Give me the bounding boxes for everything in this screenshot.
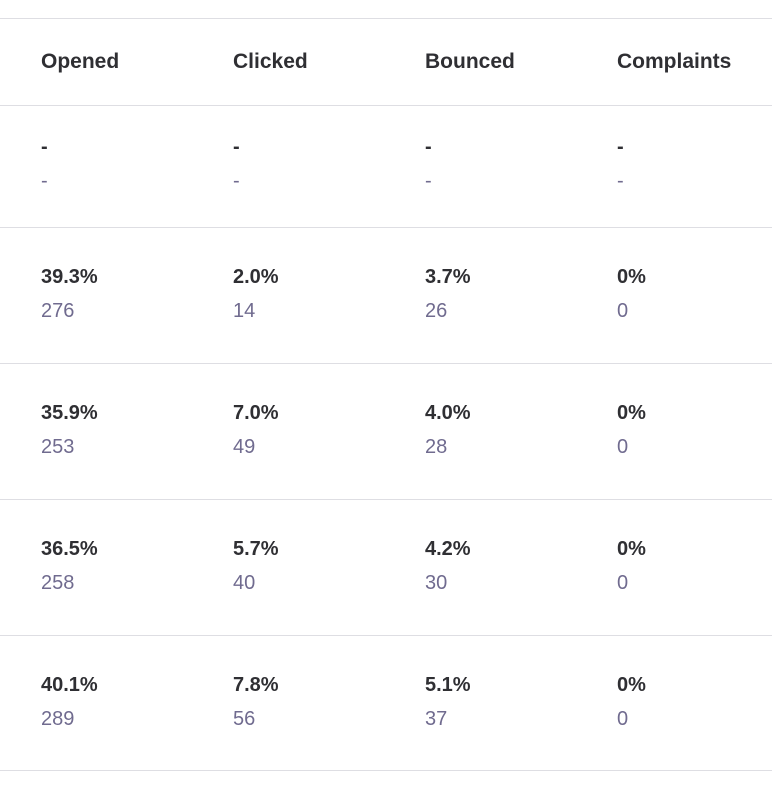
- table-row: 35.9% 253 7.0% 49 4.0% 28 0% 0: [0, 363, 772, 499]
- percentage-value: 3.7%: [425, 266, 471, 288]
- percentage-value: -: [41, 136, 48, 158]
- cell-clicked: 7.0% 49: [233, 402, 423, 459]
- count-value: 258: [41, 572, 75, 594]
- cell-bounced: 5.1% 37: [425, 674, 615, 731]
- cell-bounced: 3.7% 26: [425, 266, 615, 323]
- percentage-value: 5.1%: [425, 674, 471, 696]
- percentage-value: 40.1%: [41, 674, 98, 696]
- count-value: 0: [617, 708, 629, 730]
- count-value: 49: [233, 436, 256, 458]
- count-value: 56: [233, 708, 256, 730]
- percentage-value: 0%: [617, 402, 646, 424]
- percentage-value: 0%: [617, 538, 646, 560]
- cell-clicked: 7.8% 56: [233, 674, 423, 731]
- percentage-value: 35.9%: [41, 402, 98, 424]
- count-value: 0: [617, 300, 629, 322]
- percentage-value: 5.7%: [233, 538, 279, 560]
- count-value: 14: [233, 300, 256, 322]
- count-value: 253: [41, 436, 75, 458]
- percentage-value: 7.0%: [233, 402, 279, 424]
- cell-opened: 40.1% 289: [41, 674, 231, 731]
- table-row: --------: [0, 105, 772, 227]
- table-row: 39.3% 276 2.0% 14 3.7% 26 0% 0: [0, 227, 772, 363]
- percentage-value: 0%: [617, 674, 646, 696]
- cell-bounced: 4.0% 28: [425, 402, 615, 459]
- count-value: -: [41, 170, 48, 192]
- percentage-value: 39.3%: [41, 266, 98, 288]
- count-value: 0: [617, 572, 629, 594]
- percentage-value: -: [233, 136, 240, 158]
- column-header-clicked[interactable]: Clicked: [233, 50, 308, 73]
- count-value: 276: [41, 300, 75, 322]
- cell-opened: --: [41, 136, 231, 193]
- cell-complaints: 0% 0: [617, 674, 772, 731]
- column-header-opened[interactable]: Opened: [41, 50, 120, 73]
- percentage-value: 0%: [617, 266, 646, 288]
- count-value: -: [233, 170, 240, 192]
- count-value: -: [425, 170, 432, 192]
- table-header: Opened Clicked Bounced Complaints: [0, 18, 772, 105]
- percentage-value: 4.0%: [425, 402, 471, 424]
- column-header-bounced[interactable]: Bounced: [425, 50, 515, 73]
- cell-opened: 35.9% 253: [41, 402, 231, 459]
- stats-table: Opened Clicked Bounced Complaints ------…: [0, 18, 772, 771]
- cell-complaints: --: [617, 136, 772, 193]
- table-row: 36.5% 258 5.7% 40 4.2% 30 0% 0: [0, 499, 772, 635]
- percentage-value: 2.0%: [233, 266, 279, 288]
- percentage-value: 7.8%: [233, 674, 279, 696]
- table-row: 40.1% 289 7.8% 56 5.1% 37 0% 0: [0, 635, 772, 771]
- percentage-value: -: [425, 136, 432, 158]
- count-value: 28: [425, 436, 448, 458]
- percentage-value: 4.2%: [425, 538, 471, 560]
- cell-complaints: 0% 0: [617, 538, 772, 595]
- cell-complaints: 0% 0: [617, 266, 772, 323]
- count-value: -: [617, 170, 624, 192]
- count-value: 40: [233, 572, 256, 594]
- column-header-complaints[interactable]: Complaints: [617, 50, 732, 73]
- cell-complaints: 0% 0: [617, 402, 772, 459]
- count-value: 37: [425, 708, 448, 730]
- count-value: 0: [617, 436, 629, 458]
- count-value: 26: [425, 300, 448, 322]
- cell-bounced: --: [425, 136, 615, 193]
- percentage-value: -: [617, 136, 624, 158]
- cell-bounced: 4.2% 30: [425, 538, 615, 595]
- count-value: 289: [41, 708, 75, 730]
- cell-opened: 36.5% 258: [41, 538, 231, 595]
- count-value: 30: [425, 572, 448, 594]
- cell-clicked: --: [233, 136, 423, 193]
- cell-clicked: 2.0% 14: [233, 266, 423, 323]
- percentage-value: 36.5%: [41, 538, 98, 560]
- cell-clicked: 5.7% 40: [233, 538, 423, 595]
- cell-opened: 39.3% 276: [41, 266, 231, 323]
